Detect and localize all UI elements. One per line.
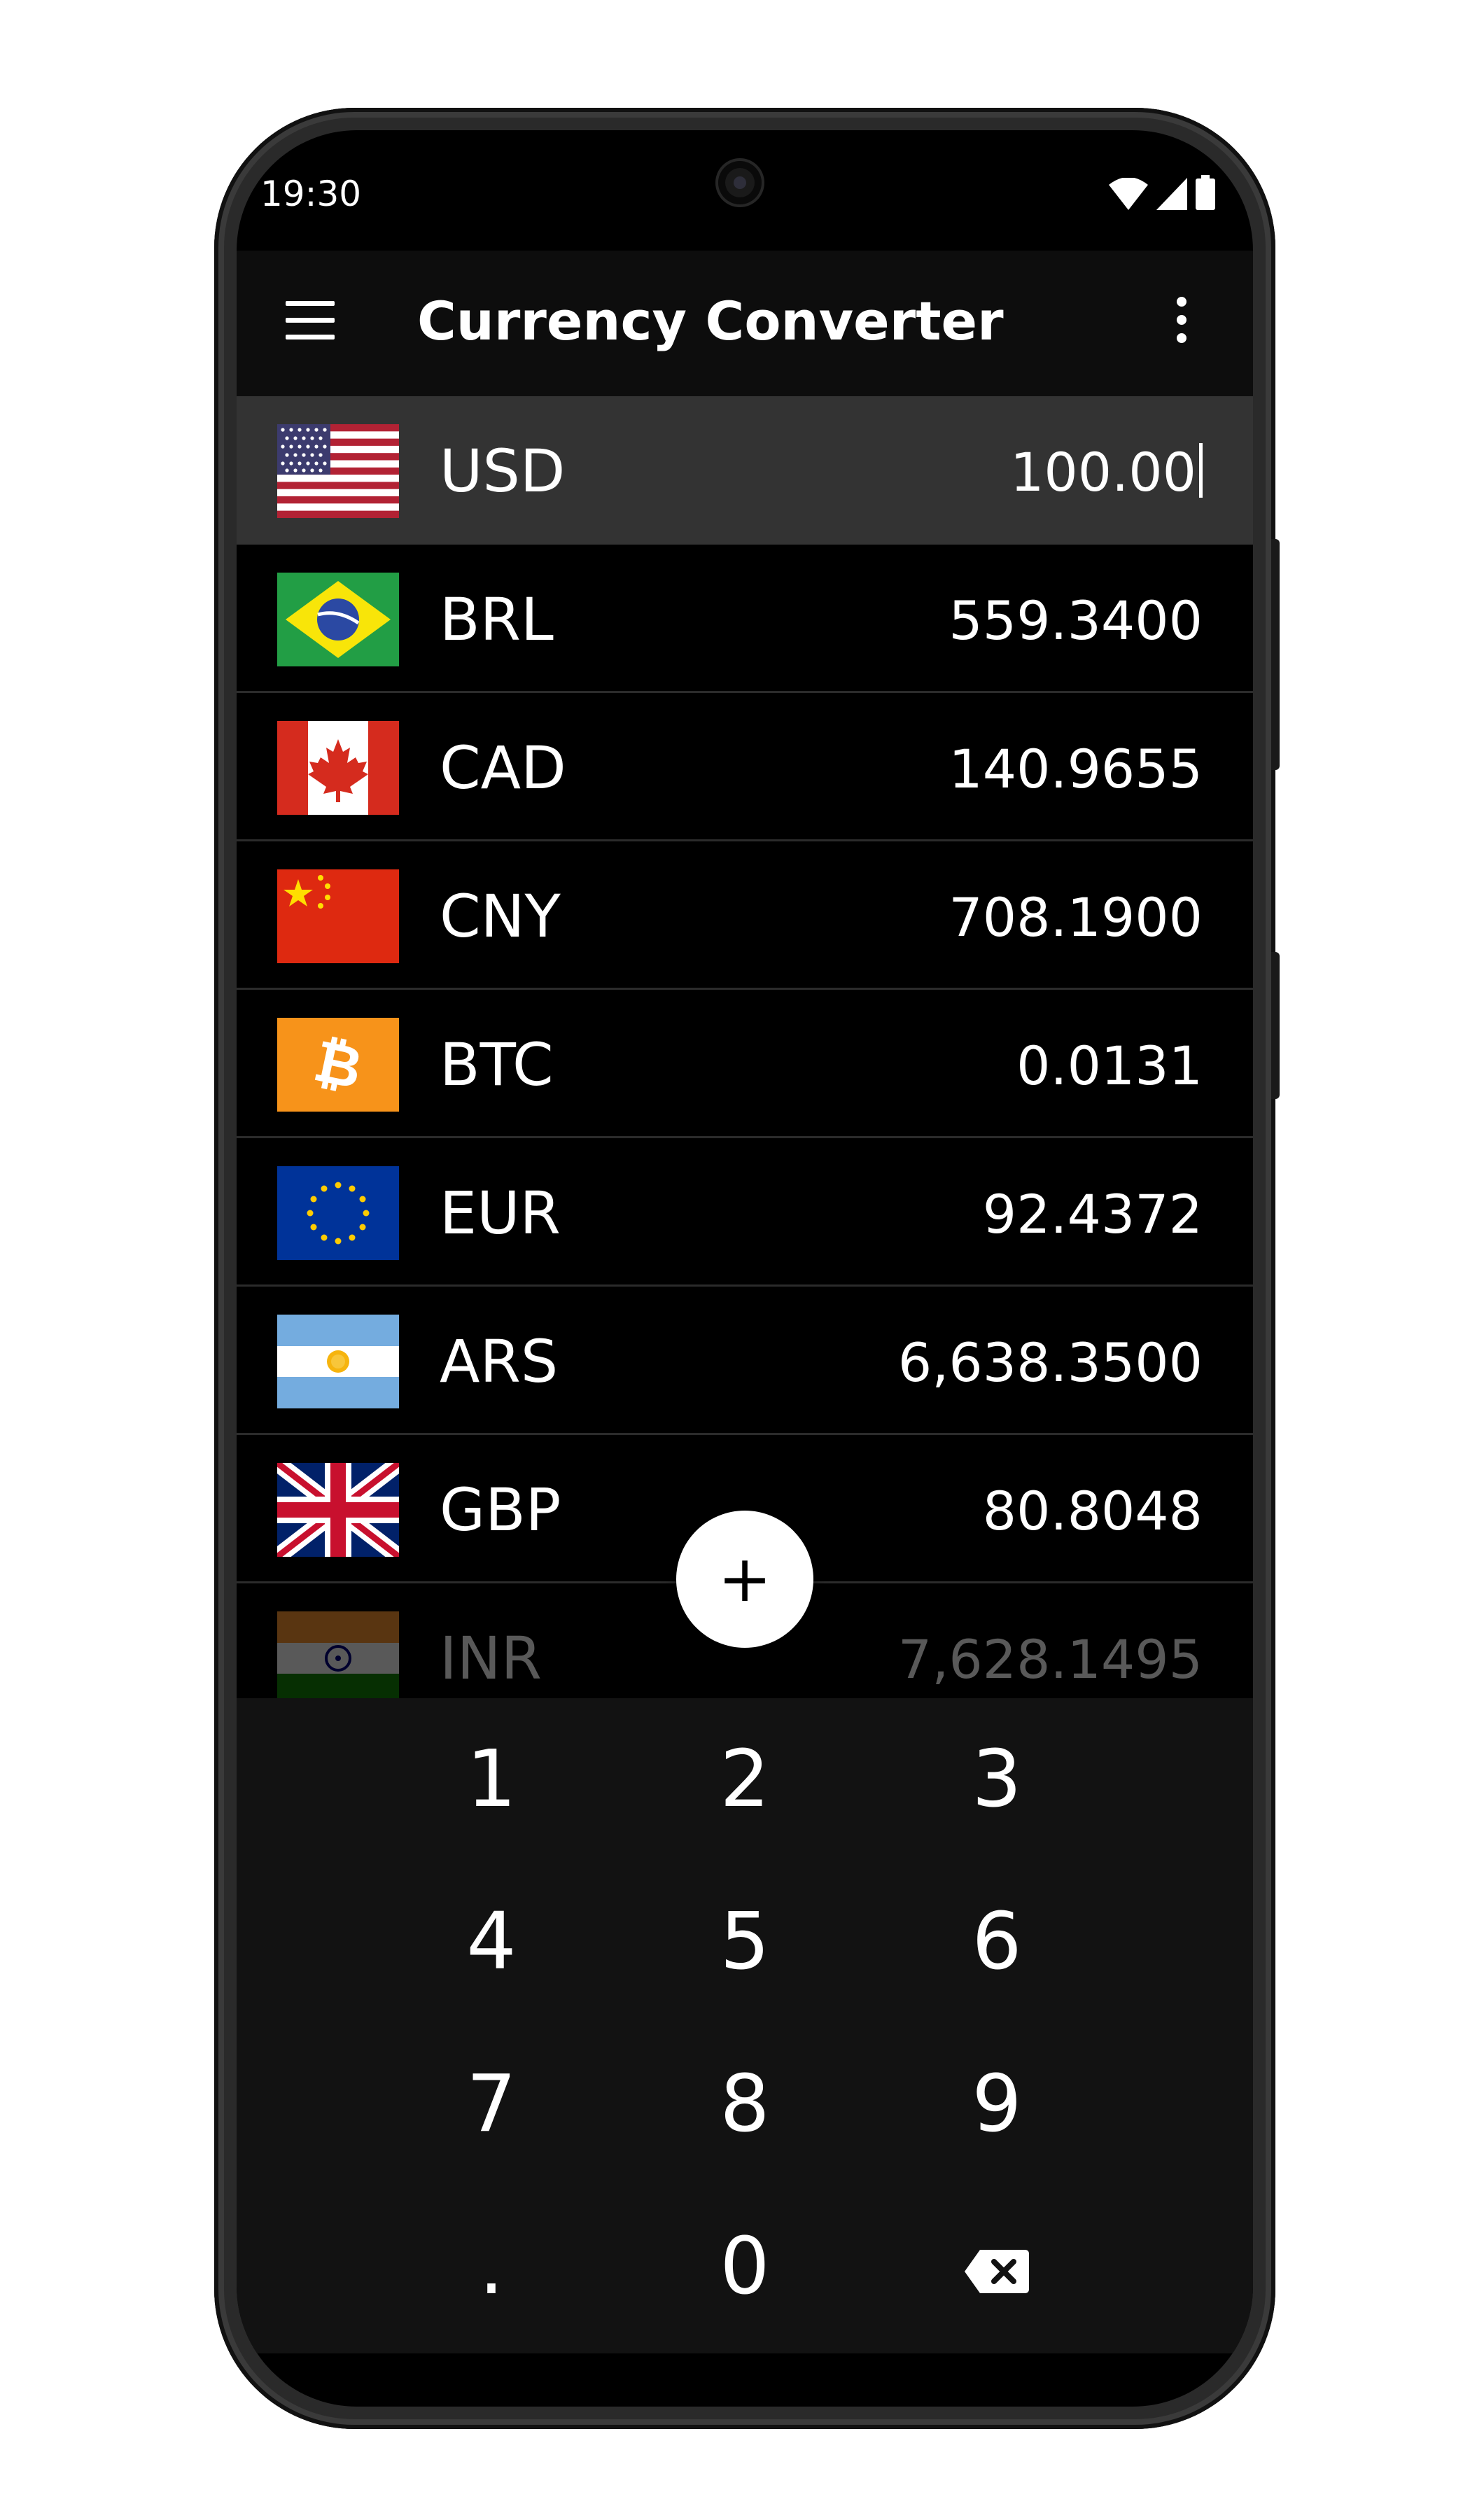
currency-code: USD [440, 437, 566, 505]
key-decimal[interactable]: . [479, 2221, 504, 2312]
key-6[interactable]: 6 [972, 1896, 1022, 1987]
argentina-flag-icon [277, 1315, 399, 1408]
wifi-icon [1109, 178, 1148, 210]
bitcoin-icon: ₿ [277, 1018, 399, 1112]
app-screen: 19:30 Currency Converter [237, 130, 1253, 2407]
add-currency-button[interactable]: + [676, 1511, 813, 1648]
currency-code: BRL [440, 585, 554, 654]
app-bar: Currency Converter [237, 251, 1253, 396]
currency-row-btc[interactable]: ₿ BTC 0.0131 [237, 990, 1253, 1138]
currency-row-cny[interactable]: CNY 708.1900 [237, 841, 1253, 990]
currency-amount: 7,628.1495 [897, 1628, 1203, 1690]
currency-row-cad[interactable]: CAD 140.9655 [237, 693, 1253, 841]
currency-code: INR [440, 1624, 542, 1693]
currency-code: GBP [440, 1476, 561, 1544]
key-5[interactable]: 5 [720, 1896, 770, 1987]
status-bar: 19:30 [237, 130, 1253, 249]
canada-flag-icon [277, 721, 399, 815]
currency-row-eur[interactable]: EUR 92.4372 [237, 1138, 1253, 1287]
china-flag-icon [277, 869, 399, 963]
brazil-flag-icon [277, 573, 399, 666]
front-camera-icon [718, 161, 762, 204]
key-3[interactable]: 3 [972, 1734, 1022, 1825]
key-1[interactable]: 1 [466, 1734, 517, 1825]
currency-code: ARS [440, 1327, 559, 1396]
currency-list: USD 100.00 BRL 559.3400 [237, 396, 1253, 1698]
app-title: Currency Converter [417, 290, 1004, 352]
currency-code: EUR [440, 1179, 561, 1247]
power-button [1271, 952, 1280, 1099]
numeric-keypad: 1 2 3 4 5 6 7 8 9 . 0 [237, 1698, 1253, 2353]
currency-amount: 708.1900 [948, 886, 1203, 948]
more-options-icon[interactable] [1175, 297, 1189, 346]
backspace-key[interactable] [871, 2185, 1123, 2348]
india-flag-icon [277, 1611, 399, 1698]
currency-row-usd[interactable]: USD 100.00 [237, 396, 1253, 545]
currency-row-inr[interactable]: INR 7,628.1495 [237, 1583, 1253, 1698]
key-7[interactable]: 7 [466, 2059, 517, 2150]
us-flag-icon [277, 424, 399, 518]
hamburger-menu-icon[interactable] [286, 301, 335, 340]
currency-amount: 0.0131 [1016, 1035, 1203, 1097]
status-icons [1109, 175, 1215, 210]
volume-button [1271, 539, 1280, 770]
battery-icon [1196, 175, 1215, 210]
key-9[interactable]: 9 [972, 2059, 1022, 2150]
currency-amount: 80.8048 [982, 1480, 1203, 1542]
signal-icon [1156, 178, 1187, 210]
currency-row-gbp[interactable]: GBP 80.8048 [237, 1435, 1253, 1583]
currency-amount: 559.3400 [948, 589, 1203, 652]
currency-code: BTC [440, 1030, 554, 1099]
currency-code: CNY [440, 882, 561, 951]
amount-input[interactable]: 100.00 [1010, 441, 1203, 503]
currency-amount: 140.9655 [948, 738, 1203, 800]
key-2[interactable]: 2 [720, 1734, 770, 1825]
currency-amount: 6,638.3500 [897, 1331, 1203, 1394]
key-8[interactable]: 8 [720, 2059, 770, 2150]
currency-row-ars[interactable]: ARS 6,638.3500 [237, 1287, 1253, 1435]
eu-flag-icon [277, 1166, 399, 1260]
currency-row-brl[interactable]: BRL 559.3400 [237, 545, 1253, 693]
uk-flag-icon [277, 1463, 399, 1557]
backspace-icon [965, 2250, 1029, 2294]
plus-icon: + [718, 1541, 772, 1616]
key-0[interactable]: 0 [720, 2221, 770, 2312]
status-time: 19:30 [260, 174, 362, 214]
currency-code: CAD [440, 734, 566, 802]
key-4[interactable]: 4 [466, 1896, 517, 1987]
currency-amount: 92.4372 [982, 1183, 1203, 1245]
